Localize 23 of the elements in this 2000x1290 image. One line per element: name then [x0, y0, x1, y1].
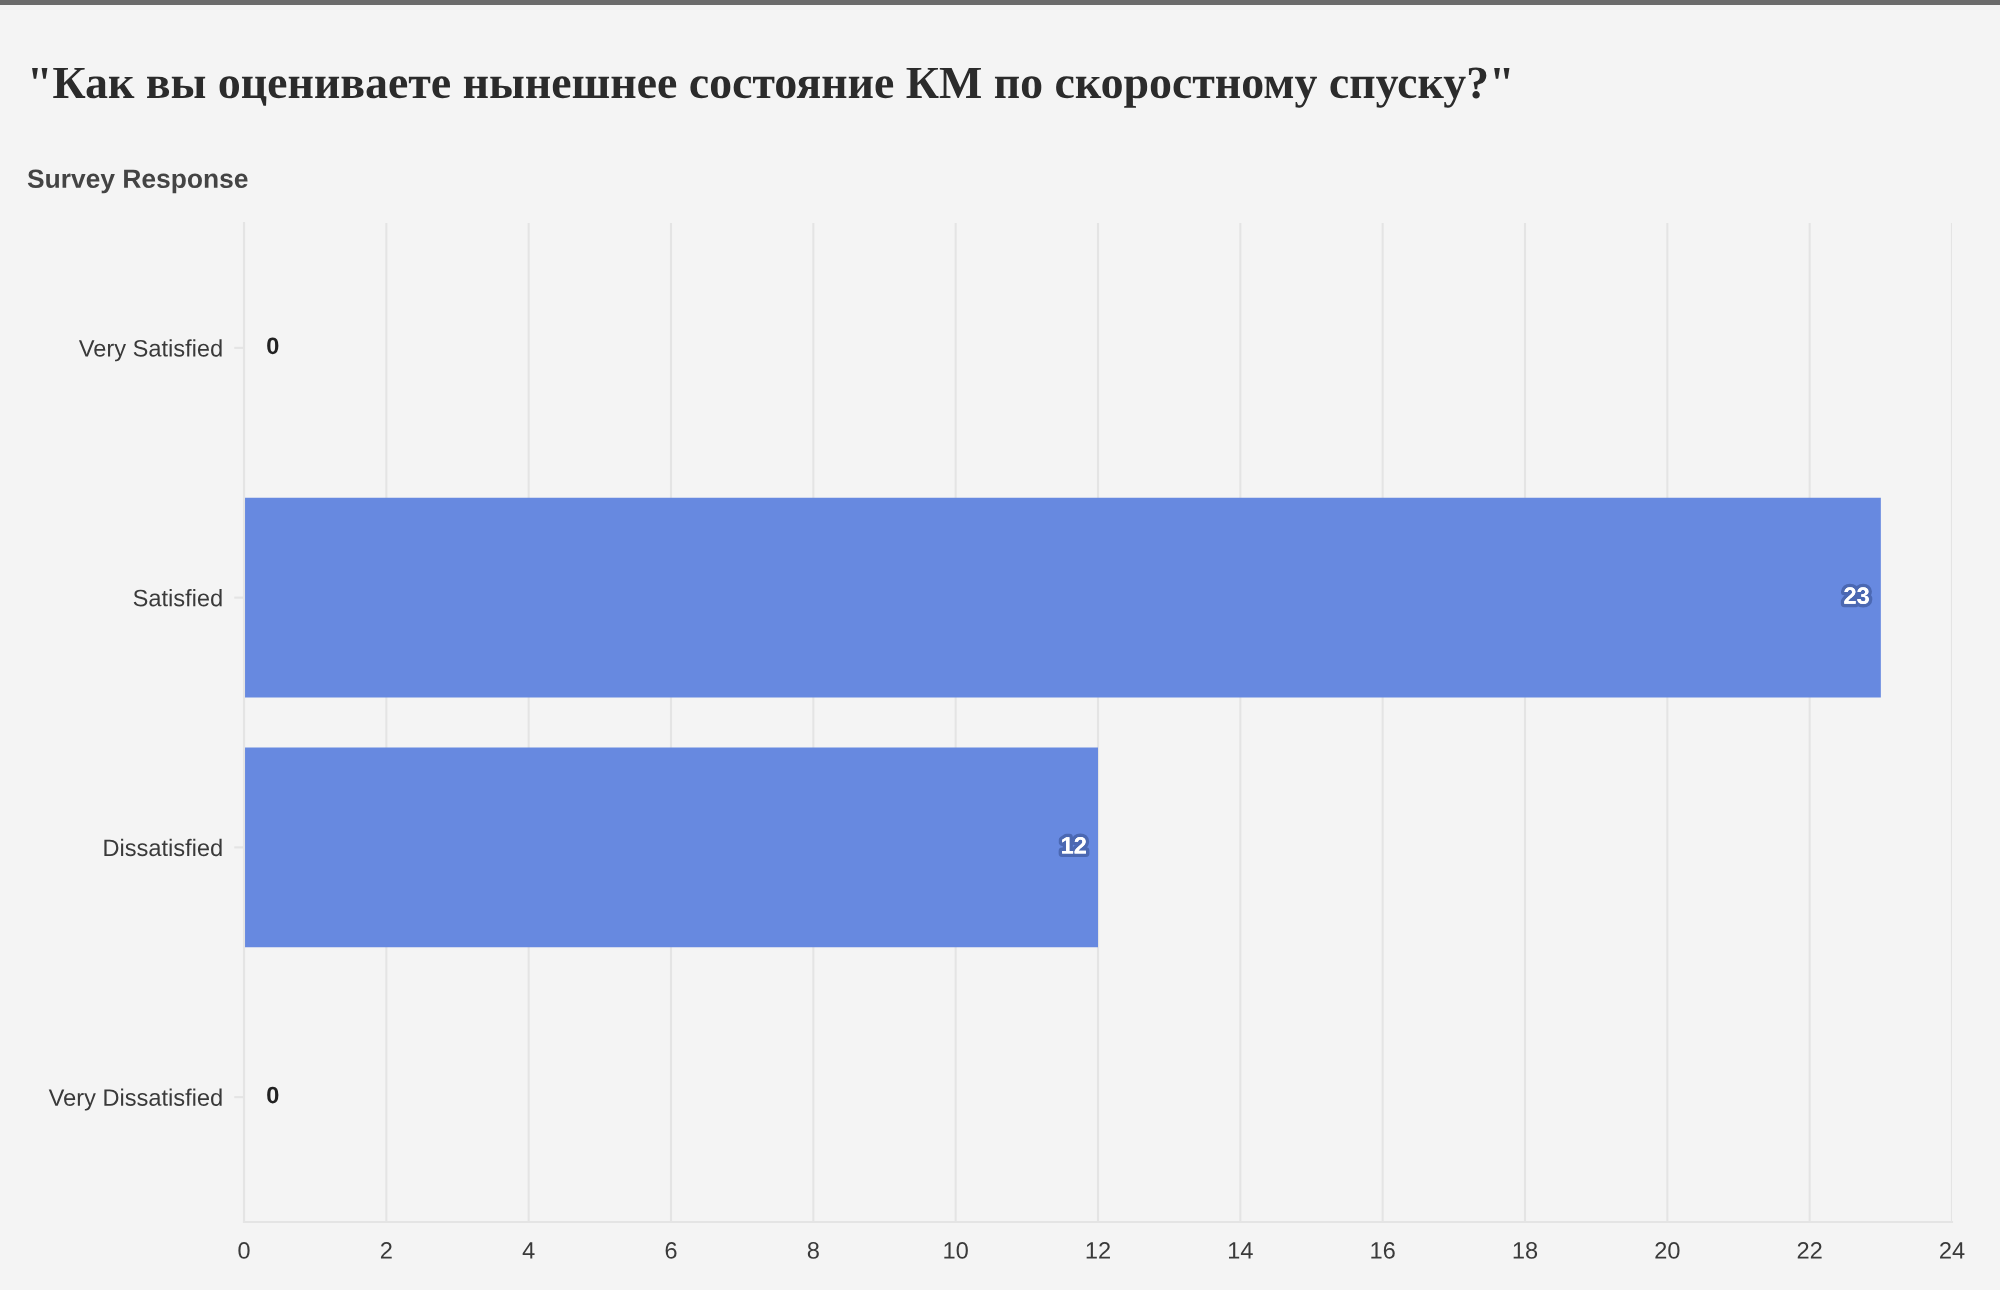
- data-label: 0: [267, 1086, 279, 1104]
- x-tick-label: 8: [807, 1242, 819, 1259]
- x-tick-label: 2: [380, 1242, 392, 1259]
- data-label: 12: [1062, 836, 1086, 854]
- y-tick-label: Very Satisfied: [78, 339, 222, 362]
- x-tick-label: 22: [1797, 1242, 1822, 1259]
- data-label: 0: [267, 337, 279, 355]
- x-tick-label: 14: [1229, 1242, 1253, 1259]
- x-tick-label: 4: [522, 1242, 535, 1259]
- x-tick-label: 24: [1940, 1242, 1965, 1259]
- x-tick-label: 16: [1371, 1242, 1395, 1259]
- x-tick-label: 0: [238, 1242, 250, 1259]
- y-tick-label: Satisfied: [133, 589, 222, 607]
- x-tick-label: 10: [944, 1242, 968, 1259]
- x-tick-label: 6: [665, 1242, 677, 1259]
- data-label: 23: [1844, 587, 1869, 604]
- x-tick-label: 18: [1513, 1242, 1538, 1259]
- chart-title: "Как вы оцениваете нынешнее состояние КМ по скоростному спуску?": [32, 67, 1510, 108]
- y-tick-label: Dissatisfied: [104, 838, 222, 857]
- y-tick-label: Very Dissatisfied: [48, 1088, 222, 1111]
- x-tick-label: 12: [1086, 1242, 1110, 1259]
- y-axis-title: Survey Response: [27, 169, 248, 194]
- x-tick-label: 20: [1655, 1242, 1680, 1259]
